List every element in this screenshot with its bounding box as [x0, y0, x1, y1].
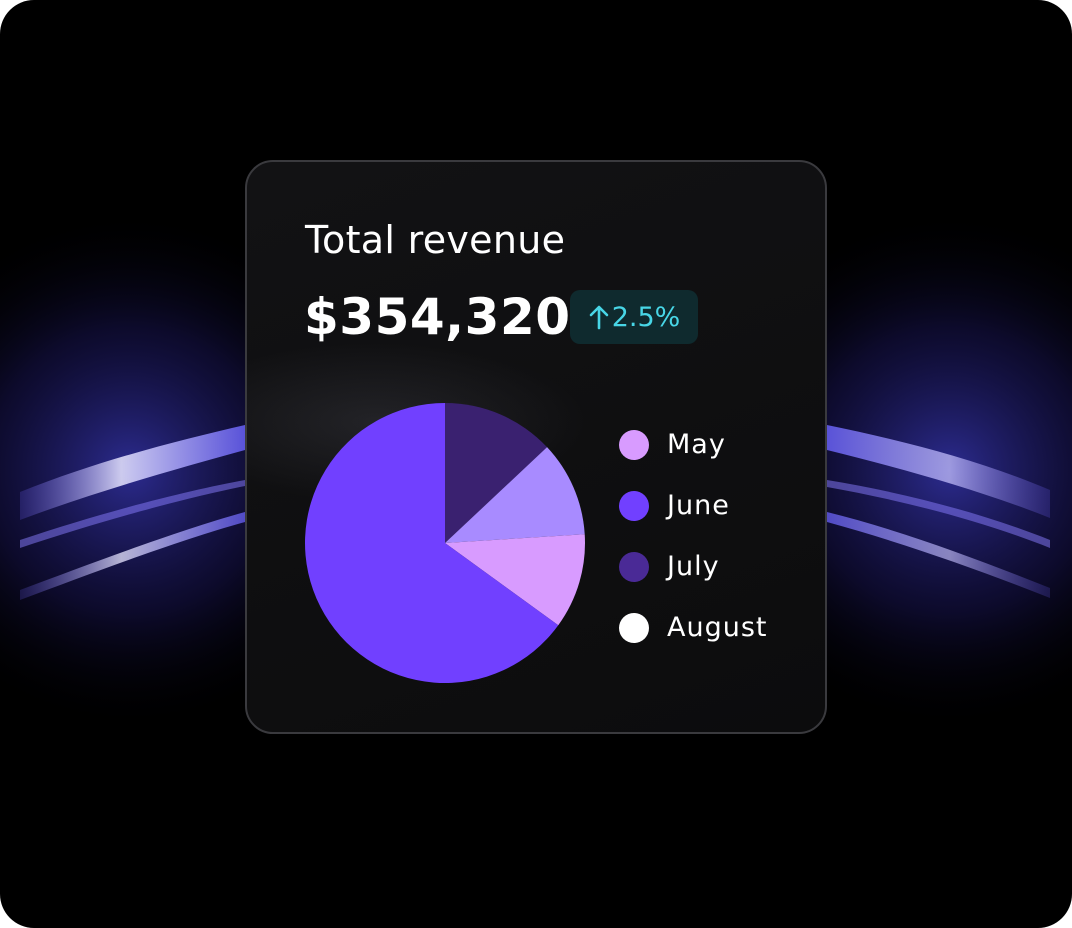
- pie-slice-july: [445, 403, 548, 543]
- card-title: Total revenue: [305, 218, 566, 262]
- revenue-card: Total revenue $354,320 2.5% May June July A…: [245, 160, 827, 734]
- legend-swatch: [619, 490, 649, 521]
- legend-item-july: July: [619, 536, 768, 597]
- legend-label: June: [667, 490, 730, 521]
- chart-legend: May June July August: [619, 414, 768, 658]
- legend-item-august: August: [619, 597, 768, 658]
- change-percent: 2.5%: [611, 301, 681, 333]
- revenue-pie-chart: [304, 403, 585, 683]
- change-badge: 2.5%: [570, 290, 698, 344]
- legend-label: May: [667, 429, 726, 460]
- legend-swatch: [619, 612, 649, 643]
- pie-slice-june: [304, 403, 559, 683]
- pie-slice-august: [445, 447, 585, 543]
- total-amount: $354,320: [304, 288, 571, 346]
- legend-label: July: [667, 551, 720, 582]
- legend-item-may: May: [619, 414, 768, 475]
- legend-label: August: [667, 612, 768, 643]
- legend-item-june: June: [619, 475, 768, 536]
- legend-swatch: [619, 429, 649, 460]
- arrow-up-icon: [589, 305, 608, 330]
- legend-swatch: [619, 551, 649, 582]
- pie-slice-may: [445, 534, 585, 626]
